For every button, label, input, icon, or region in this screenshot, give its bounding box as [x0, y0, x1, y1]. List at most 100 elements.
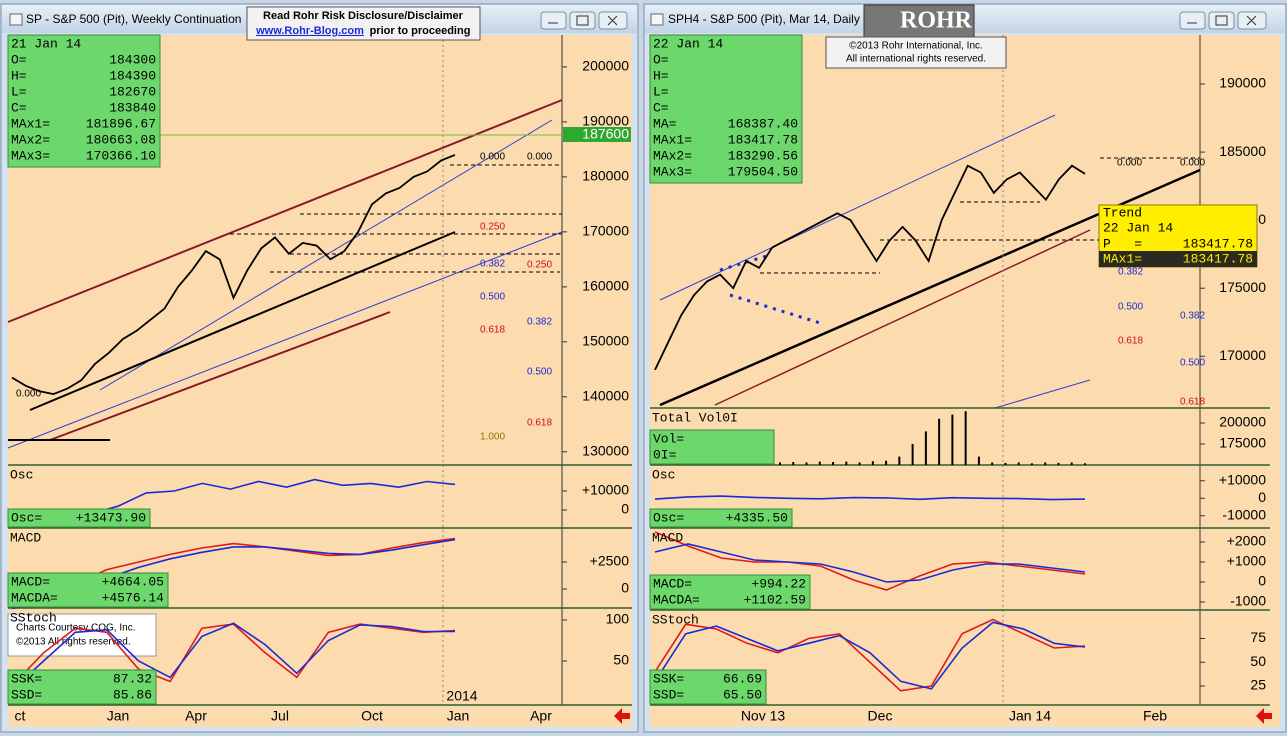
y-tick-label: 160000 — [582, 278, 629, 294]
y-tick-label: 180000 — [582, 168, 629, 184]
y-tick-label: 190000 — [582, 113, 629, 129]
logo-box — [863, 4, 975, 38]
panel-label: SStoch — [10, 610, 57, 625]
price-axis-area — [562, 35, 632, 705]
readout-label: MACDA= — [11, 590, 58, 605]
y-tick-label: 75 — [1250, 629, 1266, 645]
trend-line — [29, 231, 456, 411]
price-line — [654, 164, 1086, 371]
x-tick-label: Feb — [1143, 708, 1167, 724]
y-tick-label: -1000 — [1230, 593, 1266, 609]
indicator-line — [654, 543, 1086, 583]
panel-label: MACD — [652, 530, 683, 545]
indicator-line — [11, 622, 455, 691]
volume-bar — [805, 462, 808, 465]
y-tick-label: 130000 — [582, 443, 629, 459]
y-tick-label: 200000 — [582, 58, 629, 74]
info-date: 22 Jan 14 — [653, 36, 723, 51]
price-axis-area — [1200, 35, 1280, 705]
x-tick-label: Jan 14 — [1009, 708, 1051, 724]
indicator-line — [654, 621, 1086, 690]
disclaimer-box — [246, 6, 481, 41]
maximize-button[interactable] — [569, 11, 596, 30]
date-axis-area — [650, 705, 1280, 727]
indicator-line — [654, 495, 1086, 501]
x-tick-label: Jul — [271, 708, 289, 724]
price-line — [11, 154, 456, 396]
readout-label: SSK= — [11, 671, 42, 686]
readout-label: MAx3= — [11, 148, 50, 163]
readout-value: 168387.40 — [728, 116, 798, 131]
readout-label: MACD= — [653, 576, 692, 591]
fib-label: 0.000 — [527, 152, 552, 163]
volume-bar — [1070, 462, 1073, 465]
x-tick-label: Oct — [361, 708, 383, 724]
trend-title: Trend — [1103, 205, 1142, 220]
scroll-arrow[interactable] — [0, 708, 630, 724]
readout-box — [7, 669, 157, 705]
readout-value: 180663.08 — [86, 132, 156, 147]
volume-bar — [924, 431, 927, 465]
minimize-button[interactable] — [540, 11, 567, 30]
volume-bar — [898, 456, 901, 465]
volume-bar — [779, 462, 781, 465]
fib-label: 0.500 — [1118, 302, 1143, 313]
panel-label: MACD — [10, 530, 41, 545]
disclaimer-link[interactable]: www.Rohr-Blog.com — [255, 25, 364, 37]
fib-label: 0.618 — [480, 325, 505, 336]
readout-value: +13473.90 — [76, 510, 146, 525]
y-tick-label: +2500 — [590, 553, 630, 569]
readout-label: MAx2= — [653, 148, 692, 163]
readout-label: SSD= — [653, 687, 684, 702]
readout-label: SSD= — [11, 687, 42, 702]
y-tick-label: 0 — [1258, 489, 1266, 505]
readout-label: MACD= — [11, 574, 50, 589]
readout-label: O= — [653, 52, 669, 67]
indicator-line — [654, 531, 1086, 591]
panel-label: Total Vol0I — [652, 410, 738, 425]
trend-value: 183417.78 — [1183, 251, 1253, 266]
y-tick-label: +10000 — [1219, 471, 1266, 487]
y-tick-label: 175000 — [1219, 435, 1266, 451]
readout-value: 65.50 — [723, 687, 762, 702]
trend-line — [714, 229, 1091, 406]
indicator-line — [654, 618, 1086, 692]
last-price: 187600 — [582, 126, 629, 142]
minimize-button[interactable] — [1179, 11, 1206, 30]
y-tick-label: +2000 — [1227, 533, 1267, 549]
trend-value: 183417.78 — [1183, 236, 1253, 251]
volume-bar — [1057, 462, 1060, 465]
y-tick-label: 140000 — [582, 388, 629, 404]
readout-value: +994.22 — [751, 576, 806, 591]
readout-box — [649, 508, 793, 528]
readout-label: SSK= — [653, 671, 684, 686]
readout-label: L= — [653, 84, 669, 99]
date-axis-area — [8, 705, 632, 727]
readout-box — [7, 508, 151, 528]
y-tick-label: 25 — [1250, 677, 1266, 693]
readout-box — [7, 34, 161, 168]
y-tick-label: +10000 — [582, 482, 629, 498]
y-tick-label: 175000 — [1219, 279, 1266, 295]
dotted-line — [719, 253, 821, 325]
fib-label: 0.500 — [527, 367, 552, 378]
readout-value: 179504.50 — [728, 164, 798, 179]
trend-highlight — [1099, 251, 1257, 267]
copyright-box — [825, 36, 1007, 69]
readout-label: MAx1= — [653, 132, 692, 147]
maximize-button[interactable] — [1208, 11, 1235, 30]
window-title: SP - S&P 500 (Pit), Weekly Continuation — [26, 12, 241, 26]
fib-line — [230, 164, 562, 273]
window-icon — [9, 13, 23, 26]
scroll-arrow[interactable] — [1256, 708, 1272, 724]
fib-label: 0.500 — [1180, 358, 1205, 369]
last-price-tag — [563, 127, 631, 142]
window-buttons — [540, 11, 1267, 30]
panel-label: SStoch — [652, 612, 699, 627]
readout-label: C= — [653, 100, 669, 115]
readout-label: MAx1= — [11, 116, 50, 131]
readout-value: +4664.05 — [102, 574, 164, 589]
volume-bar — [991, 462, 994, 465]
y-tick-label: -10000 — [1222, 506, 1266, 522]
